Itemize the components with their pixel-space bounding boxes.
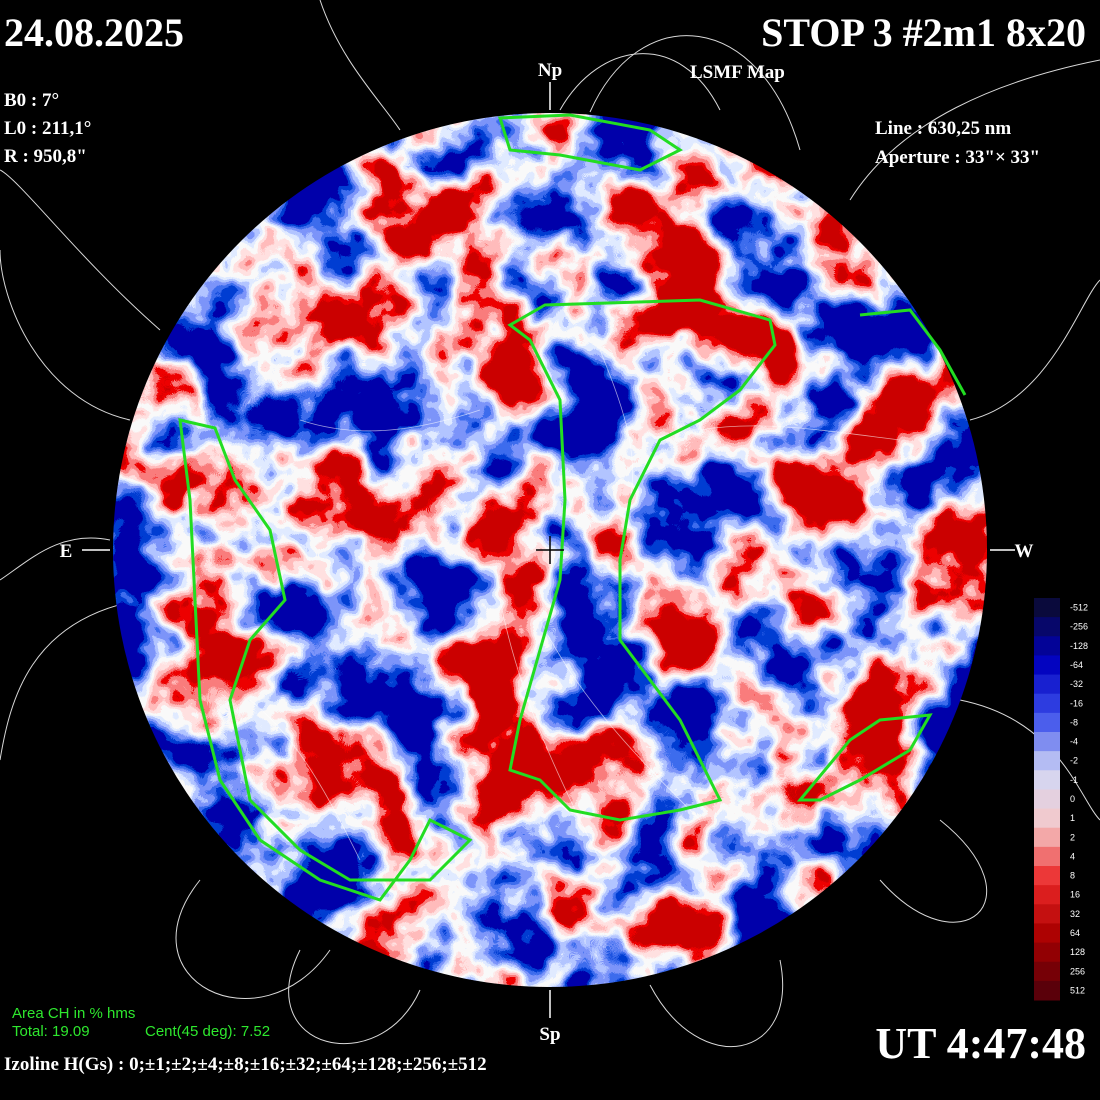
param: R : 950,8"	[4, 146, 87, 167]
colorbar-swatch	[1034, 885, 1060, 905]
area-center: Cent(45 deg): 7.52	[145, 1023, 270, 1040]
colorbar-label: 256	[1070, 966, 1085, 976]
colorbar-swatch	[1034, 674, 1060, 695]
colorbar-label: 512	[1070, 985, 1085, 995]
colorbar-swatch	[1034, 846, 1060, 867]
isolines: Izoline H(Gs) : 0;±1;±2;±4;±8;±16;±32;±6…	[4, 1054, 487, 1075]
colorbar-label: 128	[1070, 947, 1085, 957]
colorbar-label: -256	[1070, 622, 1088, 632]
time: UT 4:47:48	[875, 1019, 1086, 1068]
instrument: Aperture : 33"× 33"	[875, 147, 1040, 168]
colorbar-swatch	[1034, 980, 1060, 1001]
colorbar-label: 64	[1070, 928, 1080, 938]
colorbar-label: 2	[1070, 832, 1075, 842]
colorbar-swatch	[1034, 617, 1060, 637]
colorbar-label: -2	[1070, 756, 1078, 766]
colorbar-label: 0	[1070, 794, 1075, 804]
param: B0 : 7°	[4, 90, 59, 111]
colorbar-label: -32	[1070, 679, 1083, 689]
colorbar-swatch	[1034, 866, 1060, 886]
coronal-hole-contours	[178, 113, 967, 902]
colorbar-swatch	[1034, 808, 1060, 829]
colorbar-swatch	[1034, 827, 1060, 848]
north-label: Np	[538, 60, 562, 81]
colorbar-swatch	[1034, 636, 1060, 656]
colorbar-swatch	[1034, 942, 1060, 963]
colorbar-label: 4	[1070, 851, 1075, 861]
title: STOP 3 #2m1 8x20	[761, 10, 1086, 55]
east-label: E	[60, 541, 73, 562]
colorbar-label: -16	[1070, 698, 1083, 708]
colorbar-label: -128	[1070, 641, 1088, 651]
param: L0 : 211,1°	[4, 118, 91, 139]
subtitle: LSMF Map	[690, 62, 785, 83]
colorbar-label: 1	[1070, 813, 1075, 823]
colorbar-swatch	[1034, 923, 1060, 944]
colorbar-label: -1	[1070, 775, 1078, 785]
colorbar: -512 -256 -128 -64 -32 -16 -8 -4 -2 -1 0 1 2 4 8 16 32 64…	[1034, 598, 1088, 1001]
colorbar-label: -64	[1070, 660, 1083, 670]
axis-markers	[82, 82, 1015, 1018]
colorbar-swatch	[1034, 655, 1060, 676]
area-total: Total: 19.09	[12, 1023, 90, 1040]
area-title: Area CH in % hms	[12, 1005, 135, 1022]
colorbar-label: -4	[1070, 737, 1078, 747]
colorbar-swatch	[1034, 712, 1060, 733]
colorbar-label: -8	[1070, 717, 1078, 727]
colorbar-swatch	[1034, 904, 1060, 924]
colorbar-label: 8	[1070, 871, 1075, 881]
west-label: W	[1015, 541, 1034, 562]
south-label: Sp	[539, 1024, 560, 1045]
colorbar-label: 32	[1070, 909, 1080, 919]
colorbar-swatch	[1034, 732, 1060, 752]
colorbar-label: -512	[1070, 603, 1088, 613]
colorbar-swatch	[1034, 961, 1060, 982]
colorbar-swatch	[1034, 751, 1060, 771]
colorbar-swatch	[1034, 789, 1060, 810]
colorbar-swatch	[1034, 693, 1060, 714]
disk-field-lines	[249, 349, 901, 861]
colorbar-swatch	[1034, 770, 1060, 790]
colorbar-label: 16	[1070, 890, 1080, 900]
colorbar-swatch	[1034, 598, 1060, 618]
date: 24.08.2025	[4, 10, 184, 55]
instrument: Line : 630,25 nm	[875, 118, 1011, 139]
